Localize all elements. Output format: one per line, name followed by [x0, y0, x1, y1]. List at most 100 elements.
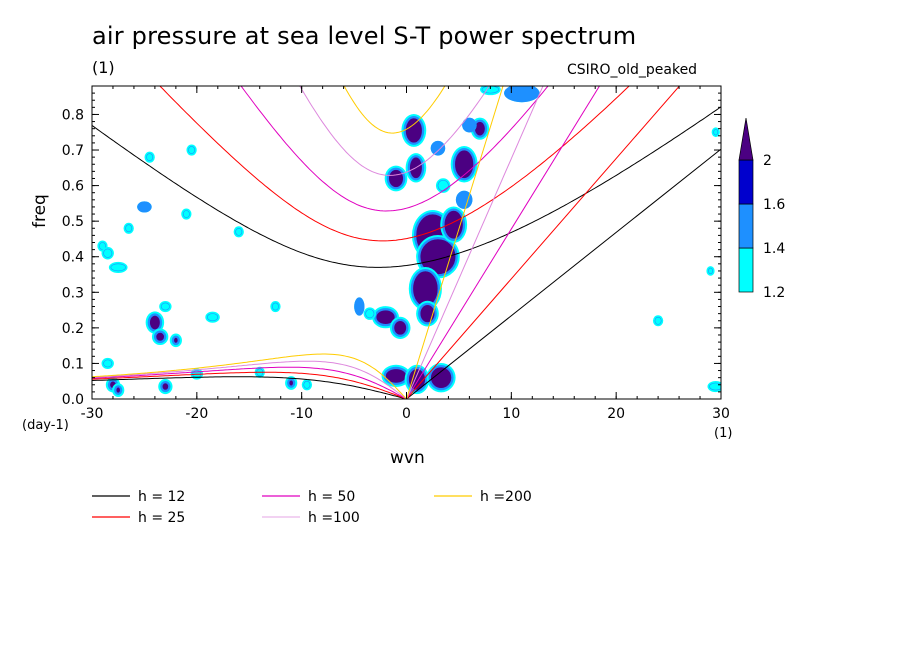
- rossby-h50: [92, 366, 407, 399]
- y-axis-units: (day-1): [22, 418, 69, 433]
- contour-fill-high: [375, 309, 396, 325]
- contour-fill-high: [272, 302, 279, 311]
- contour-blob: [354, 297, 365, 316]
- contour-fill-high: [405, 117, 423, 144]
- contour-fill-high: [161, 382, 169, 391]
- contour-fill-high: [709, 382, 721, 391]
- rossby-h12: [92, 376, 407, 399]
- model-label: CSIRO_old_peaked: [567, 62, 698, 78]
- kelvin-h50: [406, 86, 601, 399]
- contour-blob: [652, 315, 664, 327]
- rossby-h25: [92, 371, 407, 399]
- contour-blob: [137, 201, 152, 213]
- contour-blob: [101, 246, 114, 260]
- x-tick-label: -20: [185, 406, 208, 422]
- contour-fill-high: [160, 302, 170, 311]
- contour-fill-high: [188, 146, 196, 154]
- kelvin-h200: [406, 86, 504, 399]
- contour-blob: [706, 266, 715, 276]
- legend-label: h =100: [308, 510, 360, 526]
- contour-blob: [108, 261, 128, 273]
- contour-blob: [462, 117, 477, 133]
- contour-fill-high: [149, 315, 161, 330]
- contour-fill-high: [115, 386, 121, 394]
- legend-label: h =200: [480, 489, 532, 505]
- contour-blob: [389, 316, 411, 339]
- contour-blob: [404, 364, 430, 395]
- contour-fill-high: [235, 227, 243, 236]
- contour-blob: [205, 311, 220, 323]
- contour-blob: [440, 206, 468, 243]
- contour-blob: [144, 151, 155, 163]
- contour-fill-high: [103, 359, 113, 368]
- contour-fill-high: [99, 242, 106, 250]
- legend: h = 12 h = 25 h = 50 h =100 h =200: [92, 489, 532, 526]
- contour-fill-high: [288, 379, 294, 387]
- colorbar-label: 1.6: [763, 197, 785, 213]
- inertia-gravity-h25: [159, 86, 630, 242]
- inertia-gravity-h100: [299, 86, 490, 176]
- contour-blob: [408, 266, 442, 311]
- contour-blob: [711, 127, 720, 138]
- colorbar-segment: [738, 159, 754, 205]
- colorbar-segment: [738, 247, 754, 293]
- contour-blob: [401, 114, 427, 147]
- contour-fill-high: [432, 142, 444, 154]
- contour-blob: [186, 144, 197, 156]
- contour-blob: [707, 380, 721, 393]
- contour-fill-high: [463, 119, 475, 131]
- x-tick-label: 20: [607, 406, 625, 422]
- contour-fill-high: [182, 210, 190, 218]
- y-tick-label: 0.6: [62, 179, 84, 195]
- contour-fill-high: [393, 320, 407, 336]
- contour-blob: [270, 300, 281, 313]
- contour-fill-high: [454, 149, 474, 179]
- contour-fill-high: [155, 332, 165, 342]
- y-axis: 0.0 0.1 0.2 0.3 0.4 0.5 0.6 0.7 0.8: [62, 92, 721, 408]
- contour-blob: [416, 300, 439, 327]
- contour-blob: [101, 357, 114, 369]
- contour-blob: [285, 376, 298, 390]
- contour-blob: [123, 222, 134, 234]
- x-axis: -30 -20 -10 0 10 20 30: [81, 86, 730, 422]
- x-axis-units: (1): [714, 426, 733, 441]
- colorbar-arrow: [738, 117, 754, 161]
- contour-blob: [112, 383, 125, 397]
- contour-blob: [363, 307, 377, 320]
- rossby-h100: [92, 360, 407, 399]
- contour-fill-high: [110, 263, 126, 272]
- contour-fill-high: [355, 299, 363, 314]
- contour-blob: [455, 190, 473, 209]
- kelvin-h12: [406, 148, 721, 399]
- contour-fill-high: [146, 153, 154, 161]
- y-tick-label: 0.7: [62, 143, 84, 159]
- x-tick-label: -10: [290, 406, 313, 422]
- dispersion-curves: [92, 86, 721, 399]
- contour-fill-high: [505, 86, 538, 101]
- inertia-gravity-h50: [240, 86, 549, 212]
- y-tick-label: 0.1: [62, 356, 84, 372]
- legend-label: h = 50: [308, 489, 355, 505]
- contour-blob: [181, 208, 192, 220]
- contour-blob: [159, 300, 172, 313]
- contour-blob: [504, 86, 540, 103]
- contour-blob: [450, 146, 478, 183]
- y-tick-label: 0.3: [62, 285, 84, 301]
- contour-fill-high: [125, 224, 133, 233]
- kelvin-h100: [406, 86, 544, 399]
- x-tick-label: 0: [402, 406, 411, 422]
- contour-fill-high: [708, 267, 713, 275]
- contour-fill-high: [207, 313, 219, 322]
- inertia-gravity-h12: [92, 106, 721, 268]
- colorbar-label: 1.4: [763, 241, 785, 257]
- contour-fill-high: [437, 179, 449, 192]
- contour-blob: [435, 178, 451, 193]
- contour-blob: [301, 379, 313, 391]
- contour-fill-high: [388, 169, 404, 188]
- x-tick-label: 10: [502, 406, 520, 422]
- contour-blob: [372, 306, 399, 329]
- contour-fill-high: [173, 337, 179, 344]
- contour-blob: [158, 378, 173, 395]
- contour-blob: [151, 328, 169, 346]
